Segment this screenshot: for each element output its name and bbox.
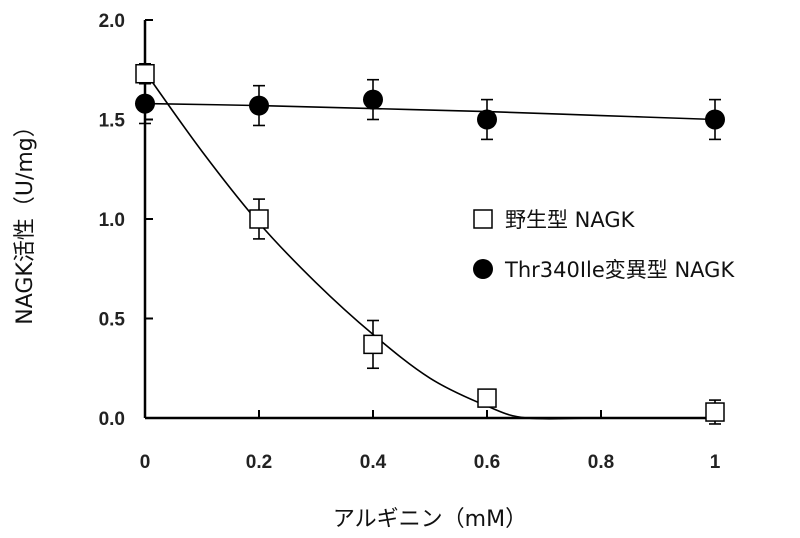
data-point-wild-type	[363, 334, 383, 355]
data-point-mutant	[363, 89, 383, 110]
x-tick-label: 0	[140, 452, 151, 473]
x-tick-label: 0.6	[474, 452, 500, 473]
y-tick-label: 0.5	[99, 310, 126, 331]
x-tick-label: 0.2	[246, 452, 272, 473]
data-point-wild-type	[477, 388, 497, 408]
data-point-wild-type	[249, 209, 269, 229]
y-tick-label: 2.0	[99, 11, 125, 32]
x-tick-label: 0.8	[588, 452, 614, 473]
x-axis-title: アルギニン（mM）	[333, 507, 527, 532]
fit-curve-mutant	[144, 102, 716, 121]
data-points	[135, 63, 725, 422]
y-tick-label: 1.5	[99, 111, 126, 132]
data-point-mutant	[705, 109, 725, 130]
tick-labels: 0 0.2 0.4 0.6 0.8 1 0.0 0.5 1.0 1.5 2.0	[99, 11, 721, 473]
data-point-mutant	[249, 95, 269, 116]
legend-label-wild-type: 野生型 NAGK	[505, 208, 636, 232]
legend-label-mutant: Thr340Ile変異型 NAGK	[504, 258, 735, 282]
error-bars	[139, 62, 721, 425]
legend: 野生型 NAGK Thr340Ile変異型 NAGK	[473, 208, 735, 282]
y-axis-title: NAGK活性（U/mg）	[13, 115, 38, 325]
x-tick-label: 1	[710, 452, 721, 473]
y-tick-label: 1.0	[99, 210, 125, 231]
fit-curve-wild-type	[144, 71, 715, 420]
fit-curves	[144, 71, 716, 420]
data-point-wild-type	[705, 402, 725, 422]
y-tick-label: 0.0	[99, 409, 125, 430]
data-point-wild-type	[135, 63, 155, 84]
data-point-mutant	[135, 93, 155, 114]
legend-marker-wild-type	[473, 209, 493, 229]
x-tick-label: 0.4	[360, 452, 387, 473]
data-point-mutant	[477, 109, 497, 130]
legend-marker-mutant	[473, 259, 493, 279]
